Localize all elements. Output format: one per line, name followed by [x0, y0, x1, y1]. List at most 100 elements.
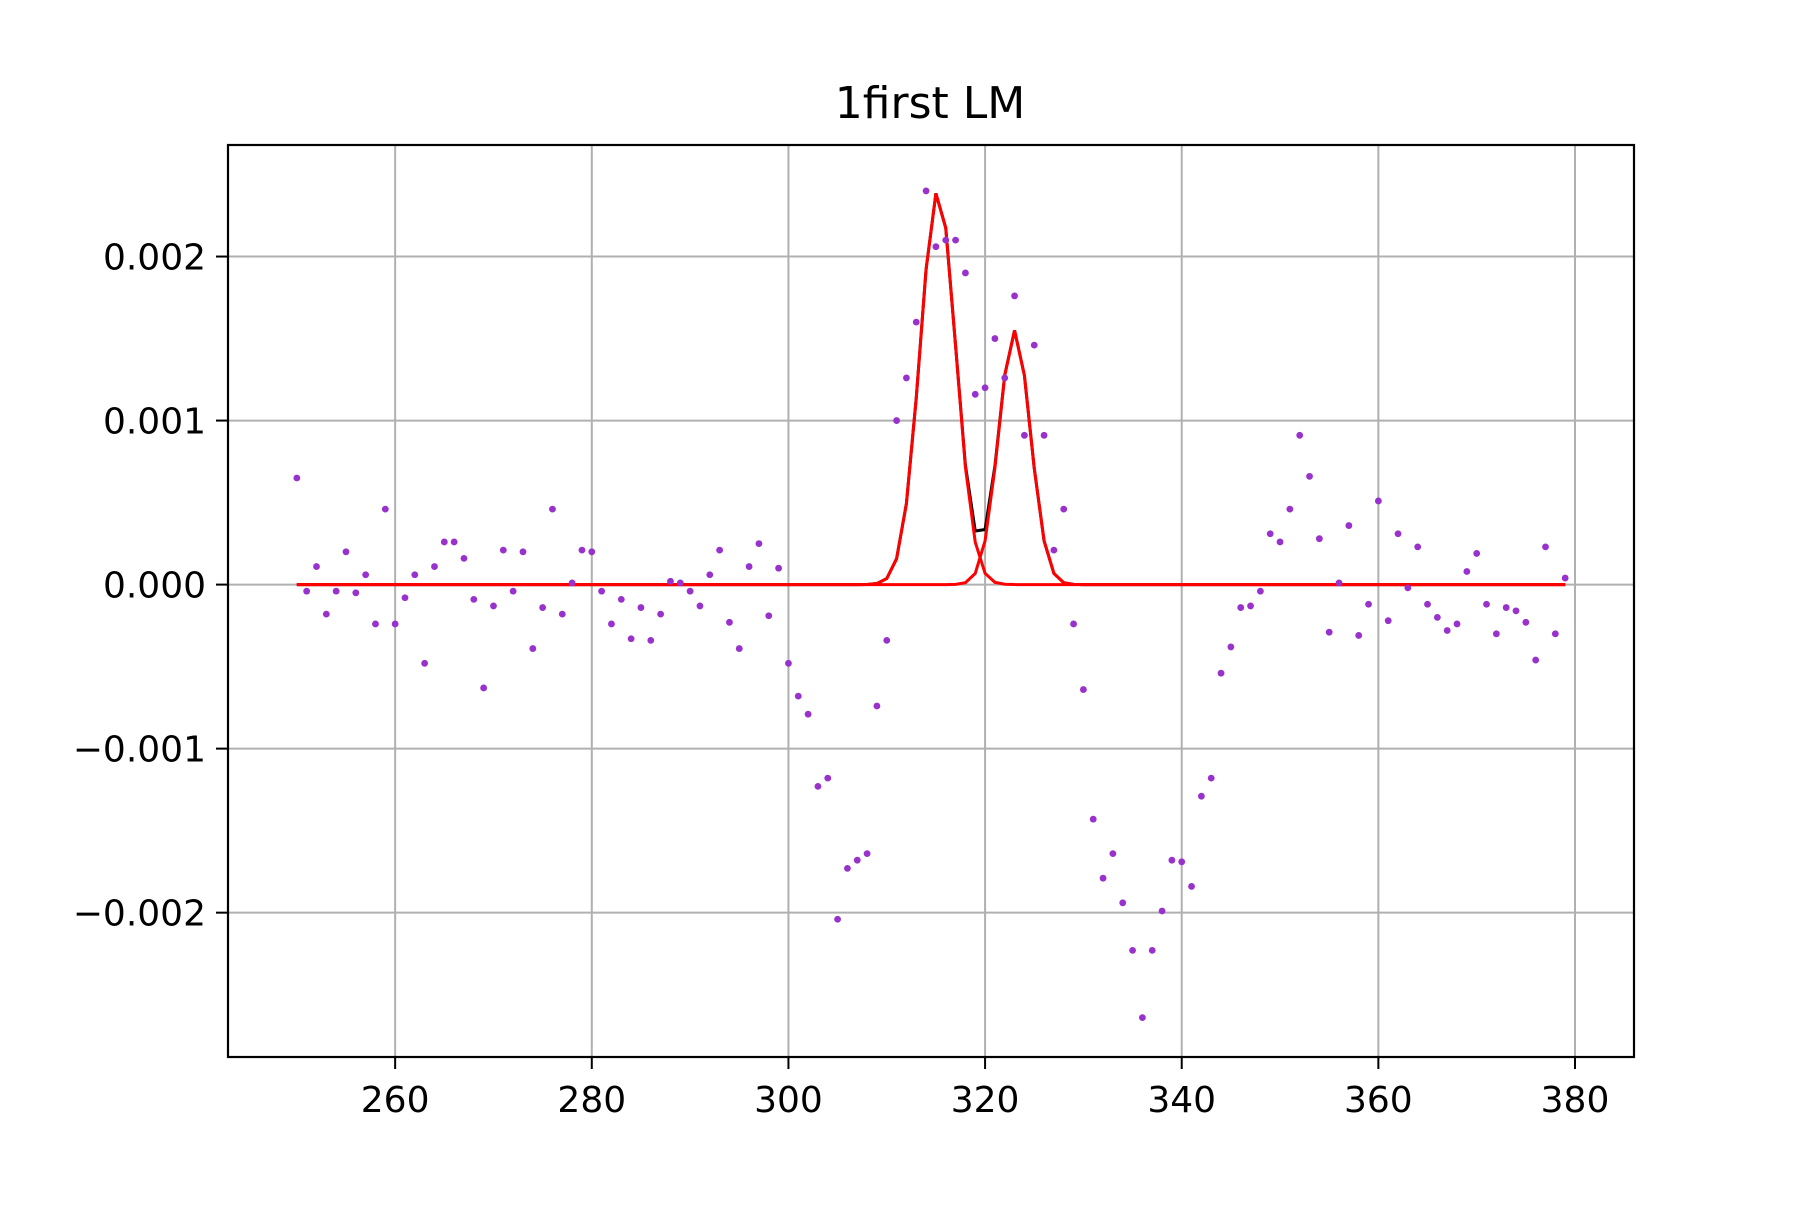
- data-point: [509, 587, 517, 595]
- data-point: [1030, 341, 1038, 349]
- data-point: [716, 546, 724, 554]
- data-point: [804, 710, 812, 718]
- y-tick-label: 0.000: [103, 566, 206, 607]
- data-point: [1168, 856, 1176, 864]
- data-point: [313, 563, 320, 570]
- component-fit-line: [296, 330, 1566, 587]
- data-point: [1424, 600, 1431, 608]
- data-point: [1394, 530, 1402, 538]
- data-point: [814, 782, 822, 790]
- data-point: [1266, 530, 1274, 538]
- data-point: [549, 505, 556, 513]
- data-point: [863, 850, 871, 857]
- data-point: [460, 554, 468, 562]
- data-point: [1158, 907, 1166, 915]
- data-point: [608, 620, 615, 628]
- data-point: [991, 335, 999, 342]
- data-point: [1080, 686, 1087, 693]
- data-point: [1335, 579, 1343, 587]
- data-point: [1060, 505, 1068, 513]
- data-point: [519, 548, 527, 556]
- data-point: [676, 579, 684, 587]
- data-point: [440, 538, 448, 546]
- data-point: [1355, 632, 1363, 639]
- data-point: [342, 548, 350, 556]
- data-point: [617, 595, 625, 603]
- data-point: [1109, 850, 1117, 857]
- data-point: [1247, 602, 1254, 610]
- data-point: [303, 587, 311, 595]
- x-tick-label: 260: [361, 1080, 430, 1121]
- data-point: [421, 659, 429, 667]
- data-point: [391, 620, 399, 628]
- data-point: [1089, 815, 1097, 823]
- data-point: [490, 602, 497, 610]
- y-tick-label: 0.001: [103, 402, 206, 443]
- data-point: [1178, 858, 1186, 866]
- data-point: [1050, 546, 1058, 554]
- data-point: [401, 594, 409, 602]
- data-point: [1197, 792, 1205, 800]
- data-point: [1099, 874, 1107, 882]
- data-point: [785, 659, 792, 667]
- data-point: [1021, 431, 1028, 439]
- data-point: [775, 564, 782, 572]
- data-point: [1227, 643, 1235, 651]
- data-point: [932, 243, 940, 251]
- data-point: [1522, 618, 1530, 626]
- data-point: [834, 915, 841, 923]
- x-tick-label: 280: [557, 1080, 626, 1121]
- data-point: [627, 635, 635, 643]
- data-point: [824, 774, 832, 782]
- data-point: [794, 692, 802, 700]
- data-point: [1404, 584, 1412, 592]
- data-point: [529, 645, 537, 652]
- fit-curves: [296, 192, 1566, 587]
- data-point: [352, 589, 360, 597]
- data-point: [981, 384, 989, 392]
- data-point: [1011, 292, 1018, 300]
- data-point: [1325, 628, 1333, 636]
- data-point: [450, 538, 458, 546]
- axis-ticks: 260 280 300 320 340 360 380 0.002 0.001 0.000 −0.0…: [73, 238, 1610, 1121]
- data-point: [883, 636, 891, 644]
- data-point: [962, 269, 969, 277]
- x-tick-label: 300: [754, 1080, 823, 1121]
- data-point: [1433, 614, 1441, 621]
- data-point: [1473, 550, 1481, 557]
- data-point: [1443, 627, 1451, 634]
- data-point: [1296, 431, 1304, 439]
- data-point: [1306, 472, 1313, 480]
- data-point: [637, 604, 645, 611]
- data-point: [558, 610, 566, 618]
- data-point: [1365, 600, 1372, 608]
- data-point: [539, 604, 547, 611]
- data-point: [1129, 946, 1136, 954]
- data-point: [1148, 946, 1156, 954]
- data-point: [598, 587, 606, 595]
- grid: [228, 145, 1634, 1057]
- data-point: [578, 546, 586, 554]
- data-point: [1561, 574, 1569, 582]
- data-point: [667, 577, 674, 585]
- data-point: [686, 587, 694, 595]
- y-tick-label: 0.002: [103, 238, 206, 279]
- data-point: [372, 620, 379, 628]
- data-point: [853, 856, 861, 864]
- x-tick-label: 360: [1344, 1080, 1413, 1121]
- data-point: [1384, 617, 1392, 625]
- data-point: [1542, 543, 1549, 551]
- data-point: [470, 595, 478, 603]
- data-point: [1315, 535, 1323, 543]
- data-point: [1345, 522, 1353, 529]
- data-point: [1414, 543, 1422, 551]
- y-tick-label: −0.002: [73, 894, 206, 935]
- data-point: [765, 612, 773, 620]
- data-point: [411, 571, 419, 579]
- data-point: [431, 563, 438, 570]
- data-point: [1512, 607, 1520, 615]
- data-point: [332, 587, 340, 595]
- x-tick-label: 340: [1147, 1080, 1216, 1121]
